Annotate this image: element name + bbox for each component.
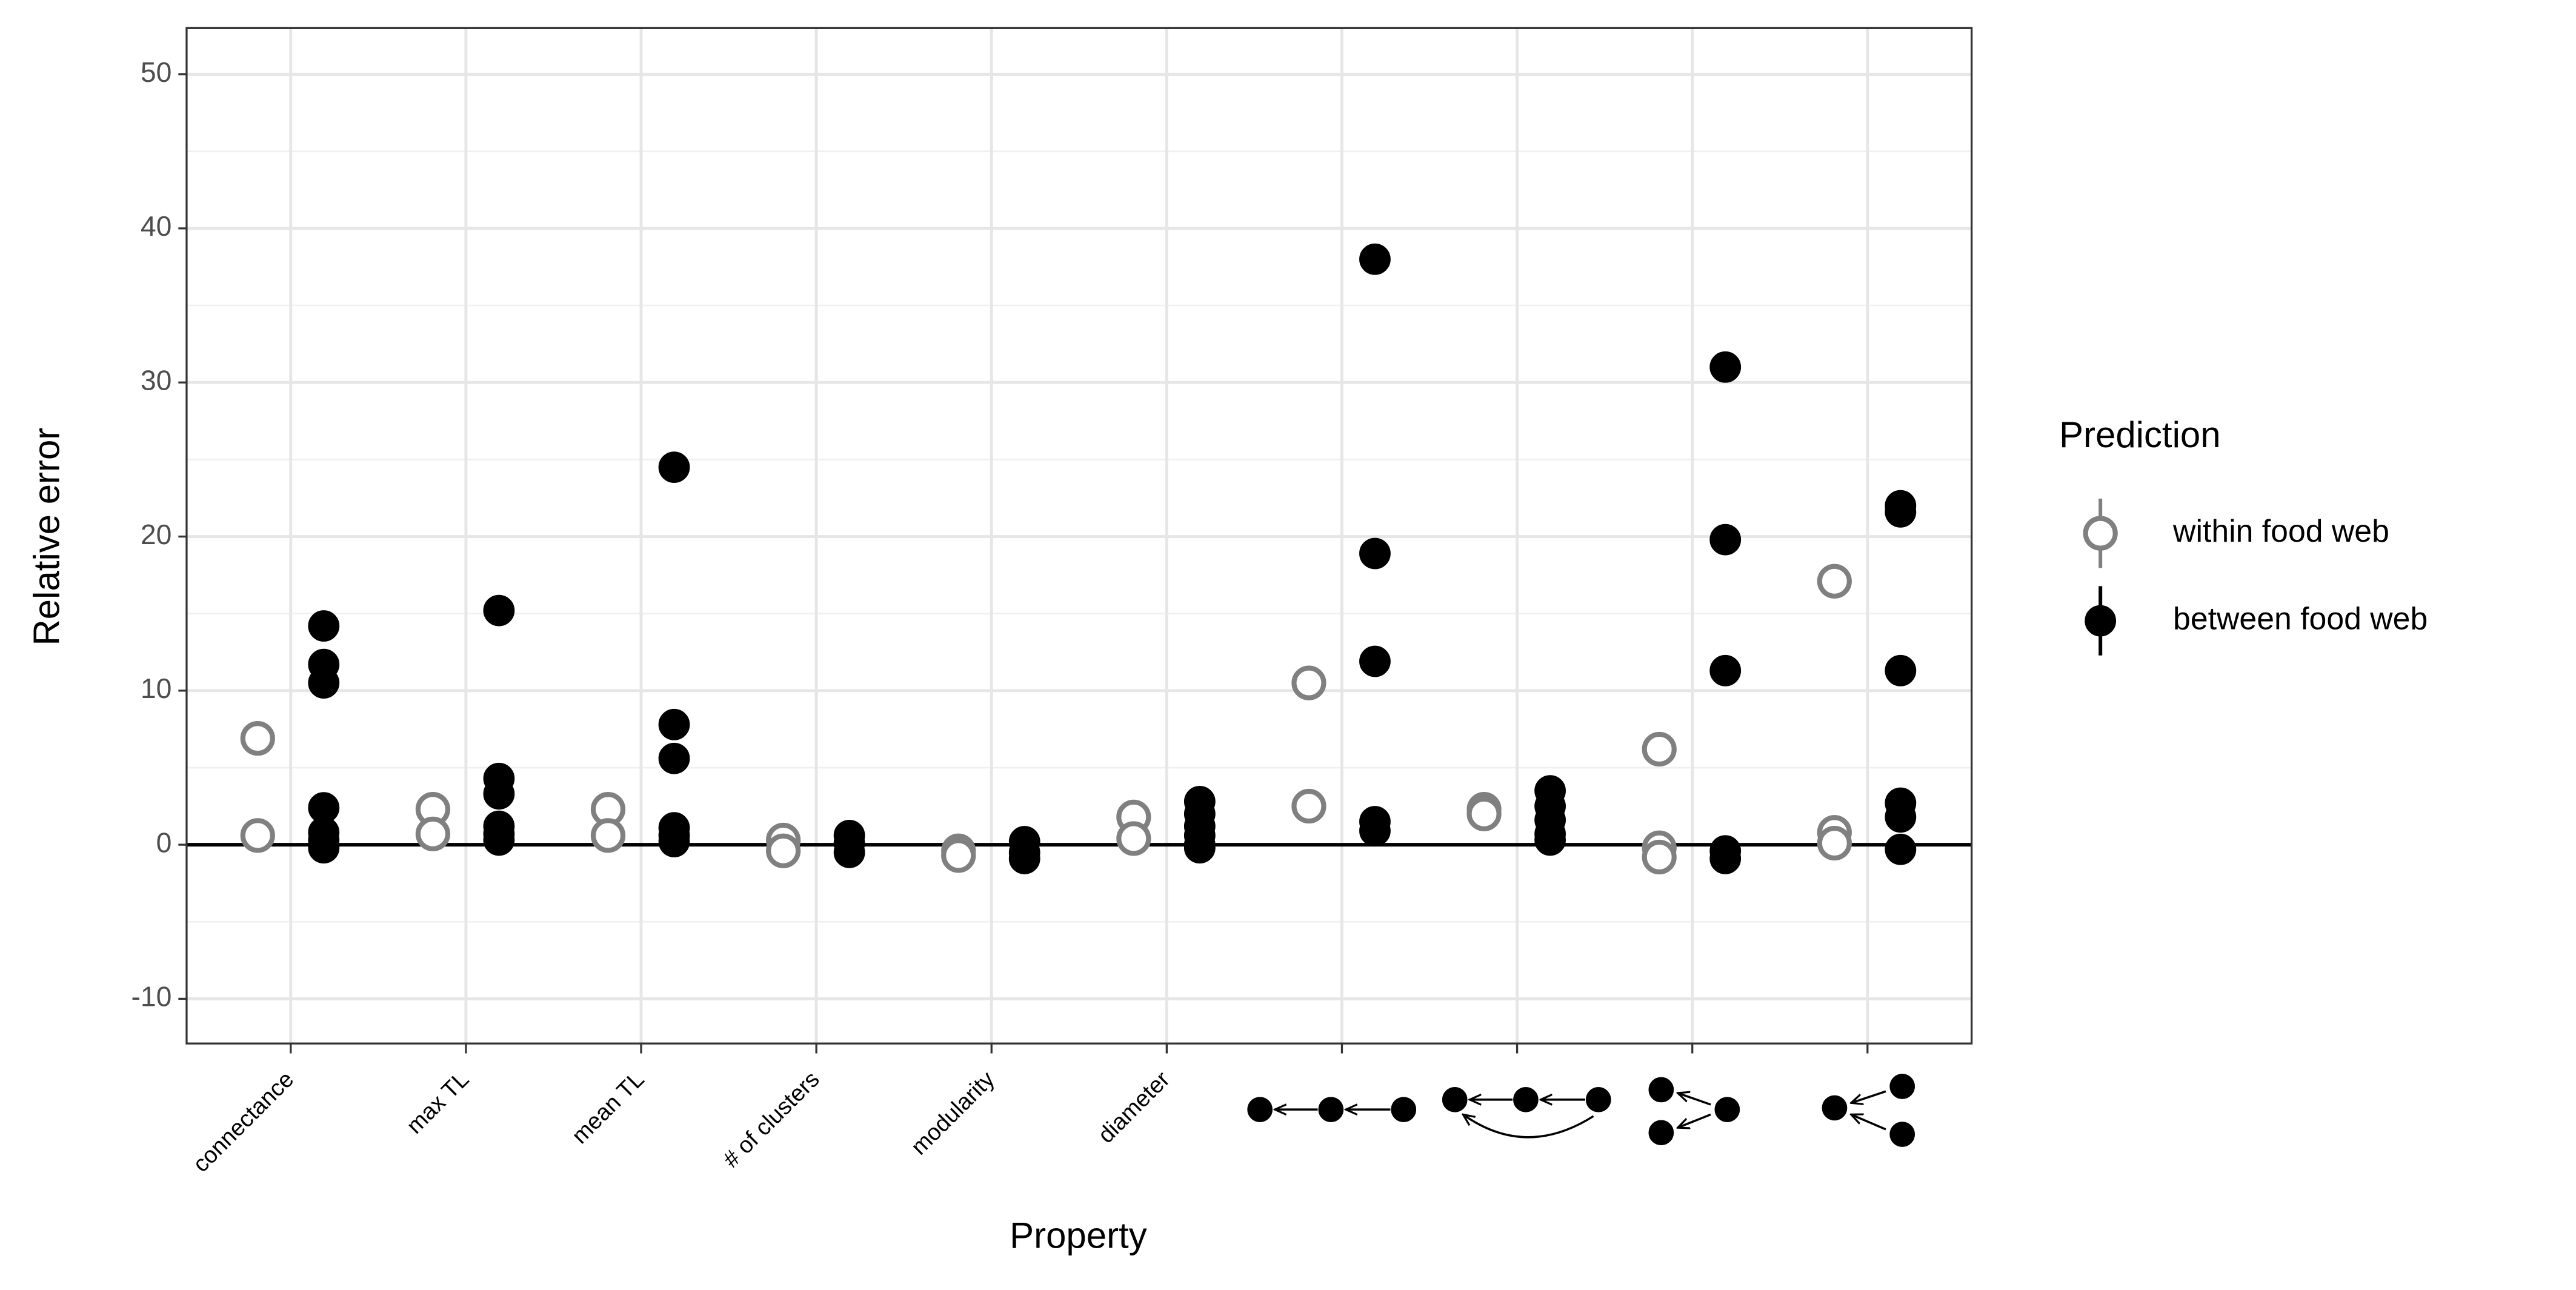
point — [833, 836, 865, 868]
point — [483, 778, 515, 810]
legend-label: within food web — [2172, 513, 2389, 548]
legend-title: Prediction — [2059, 414, 2221, 455]
point — [1817, 564, 1852, 599]
y-tick-label: 10 — [141, 673, 172, 704]
motif-chain — [1247, 1097, 1417, 1123]
grid — [186, 28, 1972, 1044]
point — [1709, 524, 1742, 556]
point — [766, 833, 801, 868]
y-tick-label: 20 — [141, 519, 172, 550]
y-tick-label: -10 — [131, 981, 171, 1012]
legend-label: between food web — [2173, 600, 2428, 636]
point — [1291, 788, 1326, 824]
point — [1885, 496, 1917, 528]
point — [1183, 832, 1216, 864]
y-tick-label: 50 — [141, 56, 172, 88]
point — [658, 451, 690, 483]
point — [308, 667, 340, 699]
point — [1291, 665, 1326, 700]
point — [1642, 731, 1677, 767]
point — [308, 832, 340, 864]
point — [240, 721, 275, 756]
point — [1466, 796, 1502, 831]
point — [240, 818, 275, 853]
point — [1359, 815, 1391, 847]
motif-loop — [1442, 1086, 1611, 1139]
point — [1008, 843, 1040, 874]
y-tick-label: 30 — [141, 364, 172, 396]
point — [1709, 351, 1742, 383]
point — [483, 594, 515, 627]
y-axis-title: Relative error — [27, 428, 67, 646]
point — [658, 708, 690, 740]
point — [941, 838, 976, 873]
motif-fan-in — [1822, 1074, 1915, 1147]
point — [1359, 243, 1391, 275]
point — [1534, 824, 1566, 856]
motif-icons — [1247, 1074, 1915, 1147]
point — [1709, 843, 1742, 874]
x-axis-title: Property — [1010, 1215, 1147, 1256]
point — [1885, 801, 1917, 833]
point — [2085, 605, 2117, 637]
point — [1885, 833, 1917, 865]
point — [1359, 537, 1391, 570]
point — [658, 742, 690, 774]
point — [483, 824, 515, 856]
y-tick-label: 0 — [156, 826, 172, 858]
point — [590, 818, 626, 853]
point — [1885, 654, 1917, 687]
point — [308, 610, 340, 642]
point — [1359, 645, 1391, 677]
point — [1817, 825, 1852, 861]
point — [415, 816, 450, 851]
motif-fan-out — [1648, 1077, 1740, 1146]
point — [1642, 839, 1677, 875]
point — [1116, 821, 1151, 856]
marks — [186, 243, 1972, 875]
y-tick-label: 40 — [141, 210, 172, 242]
point — [2083, 516, 2118, 551]
point — [658, 826, 690, 857]
point — [1709, 654, 1742, 687]
